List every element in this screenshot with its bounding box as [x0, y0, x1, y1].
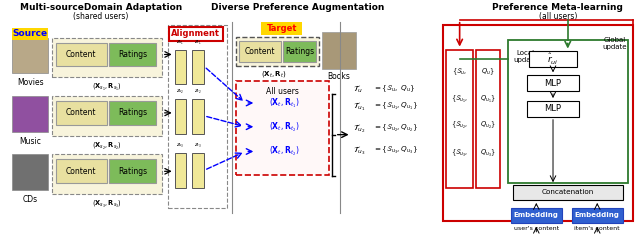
Bar	[322, 32, 356, 69]
Text: $\{\mathcal{S}_u,$: $\{\mathcal{S}_u,$	[452, 66, 467, 77]
Text: Local
update: Local update	[513, 50, 538, 62]
Text: $= \{\mathcal{S}_{u_3}, Q_{u_3}\}$: $= \{\mathcal{S}_{u_3}, Q_{u_3}\}$	[373, 145, 418, 156]
Text: $\{\mathcal{S}_{u_2},$: $\{\mathcal{S}_{u_2},$	[451, 120, 468, 131]
Text: (all users): (all users)	[539, 12, 577, 21]
Text: Ratings: Ratings	[118, 108, 147, 117]
Bar	[175, 99, 186, 134]
Text: $z_{s_1}$: $z_{s_1}$	[176, 38, 185, 47]
Bar	[56, 43, 107, 66]
Text: Movies: Movies	[17, 78, 44, 87]
Text: $Q_{u_3}\}$: $Q_{u_3}\}$	[480, 148, 496, 159]
Bar	[443, 25, 632, 221]
Text: Ratings: Ratings	[285, 47, 314, 56]
Bar	[192, 154, 204, 188]
Bar	[12, 96, 48, 132]
Bar	[175, 154, 186, 188]
Text: $z_{s_3}$: $z_{s_3}$	[176, 142, 185, 150]
Bar	[169, 27, 223, 40]
Bar	[12, 28, 48, 40]
Text: Target: Target	[266, 24, 297, 33]
Bar	[529, 51, 577, 67]
Text: $= \{\mathcal{S}_u,\ Q_u\}$: $= \{\mathcal{S}_u,\ Q_u\}$	[373, 84, 416, 94]
Text: $(\mathbf{X}_t, \mathbf{R}_{t_1})$: $(\mathbf{X}_t, \mathbf{R}_{t_1})$	[269, 96, 300, 110]
Text: Embedding: Embedding	[514, 212, 559, 218]
Text: $\mathcal{T}_u$: $\mathcal{T}_u$	[353, 83, 364, 95]
Bar	[109, 43, 156, 66]
Text: $\{\mathcal{S}_{u_1},$: $\{\mathcal{S}_{u_1},$	[451, 94, 468, 105]
Text: $= \{\mathcal{S}_{u_2}, Q_{u_2}\}$: $= \{\mathcal{S}_{u_2}, Q_{u_2}\}$	[373, 123, 418, 134]
Bar	[192, 99, 204, 134]
Bar	[12, 154, 48, 190]
Text: Books: Books	[327, 72, 350, 81]
Bar	[239, 40, 281, 62]
Text: Diverse Preference Augmentation: Diverse Preference Augmentation	[211, 4, 384, 12]
Bar	[283, 40, 316, 62]
Text: $\mathcal{T}_{u_3}$: $\mathcal{T}_{u_3}$	[353, 144, 366, 157]
Bar	[236, 81, 329, 175]
Text: $\mathcal{T}_{u_1}$: $\mathcal{T}_{u_1}$	[353, 101, 365, 113]
Text: $Q_u\}$: $Q_u\}$	[481, 66, 495, 77]
Text: $\hat{r}_{ui}$: $\hat{r}_{ui}$	[547, 52, 559, 67]
Bar	[109, 159, 156, 183]
Text: $(\mathbf{X}_{s_1}, \mathbf{R}_{s_1})$: $(\mathbf{X}_{s_1}, \mathbf{R}_{s_1})$	[92, 82, 122, 93]
Text: $Q_{u_2}\}$: $Q_{u_2}\}$	[480, 120, 496, 131]
Text: $(\mathbf{X}_{s_2}, \mathbf{R}_{s_2})$: $(\mathbf{X}_{s_2}, \mathbf{R}_{s_2})$	[92, 141, 122, 152]
Bar	[527, 75, 579, 91]
Text: $z_{s_2}$: $z_{s_2}$	[176, 88, 185, 96]
Text: Content: Content	[66, 167, 97, 176]
Bar	[261, 22, 302, 35]
Bar	[109, 101, 156, 125]
Text: $\{\mathcal{S}_{u_3},$: $\{\mathcal{S}_{u_3},$	[451, 148, 468, 159]
Text: Ratings: Ratings	[118, 167, 147, 176]
Text: Content: Content	[66, 108, 97, 117]
Bar	[52, 96, 162, 136]
Bar	[511, 208, 562, 223]
Bar	[513, 185, 623, 200]
Text: Ratings: Ratings	[118, 50, 147, 59]
Text: Preference Meta-learning: Preference Meta-learning	[493, 4, 623, 12]
Bar	[56, 101, 107, 125]
Text: $\mathcal{T}_{u_2}$: $\mathcal{T}_{u_2}$	[353, 122, 366, 135]
Text: $z_{t_2}$: $z_{t_2}$	[195, 88, 202, 96]
Text: $(\mathbf{X}_t, \mathbf{R}_{t_2})$: $(\mathbf{X}_t, \mathbf{R}_{t_2})$	[269, 120, 300, 134]
Bar	[168, 25, 227, 208]
Text: Content: Content	[245, 47, 275, 56]
Bar	[508, 40, 628, 183]
Text: CDs: CDs	[22, 195, 38, 204]
Text: Global
update: Global update	[603, 37, 627, 50]
Text: user's content: user's content	[514, 226, 559, 231]
Text: $(\mathbf{X}_t, \mathbf{R}_t)$: $(\mathbf{X}_t, \mathbf{R}_t)$	[261, 69, 287, 79]
Text: Embedding: Embedding	[575, 212, 620, 218]
Text: $z_{t_3}$: $z_{t_3}$	[194, 142, 202, 150]
Text: Content: Content	[66, 50, 97, 59]
Text: Music: Music	[19, 137, 41, 146]
Bar	[236, 37, 319, 66]
Text: $(\mathbf{X}_{s_3}, \mathbf{R}_{s_3})$: $(\mathbf{X}_{s_3}, \mathbf{R}_{s_3})$	[92, 199, 122, 210]
Text: MLP: MLP	[545, 79, 561, 88]
Bar	[192, 50, 204, 84]
Bar	[52, 38, 162, 77]
Text: item's content: item's content	[575, 226, 620, 231]
Text: Source: Source	[13, 29, 47, 38]
Text: Concatenation: Concatenation	[541, 189, 594, 195]
Bar	[175, 50, 186, 84]
Bar	[56, 159, 107, 183]
Bar	[572, 208, 623, 223]
Bar	[476, 50, 500, 188]
Bar	[446, 50, 474, 188]
Text: All users: All users	[266, 87, 299, 96]
Text: Alignment: Alignment	[171, 29, 220, 38]
Bar	[12, 38, 48, 73]
Text: (shared users): (shared users)	[73, 12, 129, 21]
Text: $Q_{u_1}\}$: $Q_{u_1}\}$	[480, 94, 496, 105]
Text: Multi-sourceDomain Adaptation: Multi-sourceDomain Adaptation	[20, 4, 182, 12]
Bar	[527, 101, 579, 117]
Text: $= \{\mathcal{S}_{u_1}, Q_{u_1}\}$: $= \{\mathcal{S}_{u_1}, Q_{u_1}\}$	[373, 101, 418, 113]
Text: $(\mathbf{X}_t, \mathbf{R}_{t_2})$: $(\mathbf{X}_t, \mathbf{R}_{t_2})$	[269, 145, 300, 158]
Bar	[52, 154, 162, 194]
Text: MLP: MLP	[545, 104, 561, 113]
Text: $z_{t_1}$: $z_{t_1}$	[195, 38, 202, 47]
